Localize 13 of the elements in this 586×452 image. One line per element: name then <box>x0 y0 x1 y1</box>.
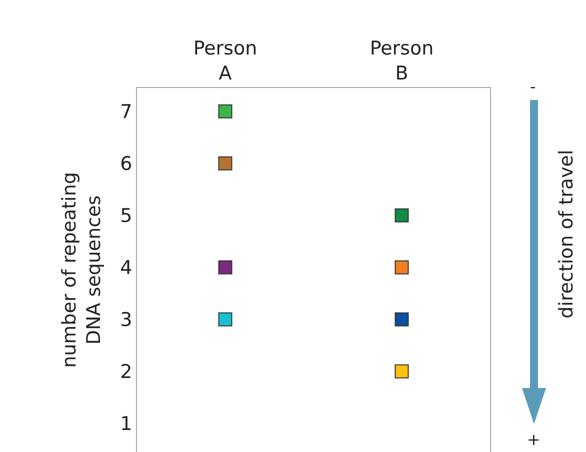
x-tick-label: Person A <box>193 38 258 84</box>
y-axis-title: number of repeating DNA sequences <box>58 172 105 368</box>
x-tick-label: Person B <box>370 38 434 84</box>
y-tick-label: 6 <box>120 153 132 176</box>
y-tick-label: 4 <box>120 257 132 280</box>
text: direction of travel <box>555 150 578 318</box>
annotation: + <box>527 430 540 449</box>
annotation: - <box>530 77 536 96</box>
y-tick-label: 3 <box>120 309 132 332</box>
y-tick-label: 2 <box>120 361 132 384</box>
y-tick-label: 7 <box>120 101 132 124</box>
y-tick-label: 5 <box>120 205 132 228</box>
y-tick-label: 1 <box>120 413 132 436</box>
